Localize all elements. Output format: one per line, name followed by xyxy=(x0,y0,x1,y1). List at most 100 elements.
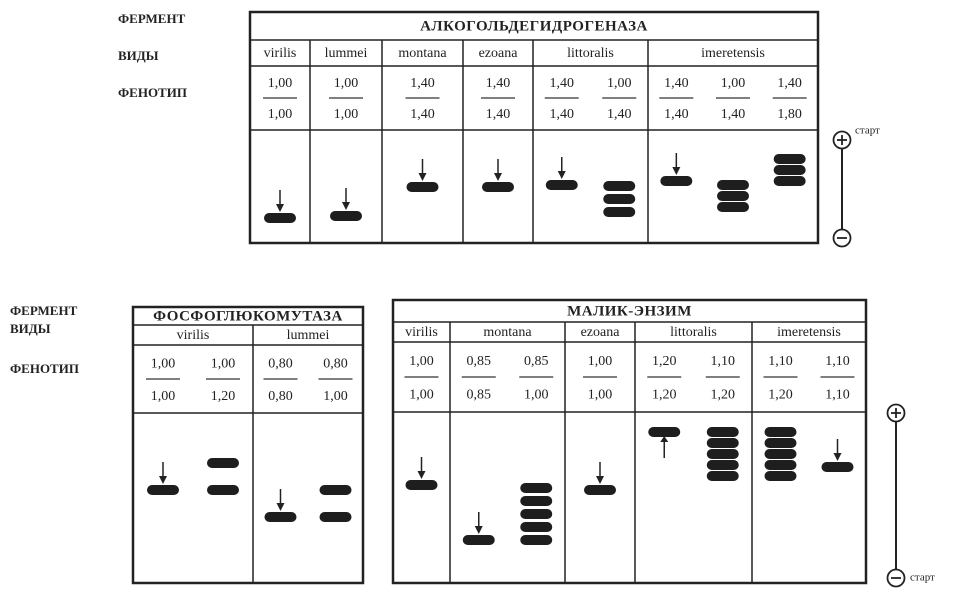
arrow-head xyxy=(342,202,350,210)
phenotype-bottom: 1,40 xyxy=(410,107,435,122)
band xyxy=(207,485,239,495)
start-label: старт xyxy=(855,125,880,137)
phenotype-top: 1,00 xyxy=(268,76,293,91)
species-name: montana xyxy=(398,46,447,61)
row-label: ФЕНОТИП xyxy=(118,85,187,100)
species-name: imeretensis xyxy=(701,46,765,61)
arrow-head xyxy=(475,526,483,534)
phenotype-bottom: 1,00 xyxy=(409,387,434,402)
band xyxy=(603,181,635,191)
species-name: virilis xyxy=(177,328,210,343)
phenotype-top: 1,40 xyxy=(777,76,802,91)
row-label: ФЕРМЕНТ xyxy=(118,11,186,26)
phenotype-top: 1,40 xyxy=(550,76,575,91)
band xyxy=(765,427,797,437)
band xyxy=(482,182,514,192)
panel-frame xyxy=(133,307,363,583)
phenotype-bottom: 1,40 xyxy=(607,107,632,122)
phenotype-top: 1,40 xyxy=(664,76,689,91)
phenotype-bottom: 1,20 xyxy=(768,387,793,402)
phenotype-bottom: 1,00 xyxy=(588,387,613,402)
species-name: littoralis xyxy=(670,325,717,340)
row-label: ФЕНОТИП xyxy=(10,361,79,376)
phenotype-top: 1,00 xyxy=(409,354,434,369)
phenotype-top: 1,00 xyxy=(607,76,632,91)
arrow-head xyxy=(672,167,680,175)
phenotype-top: 1,00 xyxy=(151,356,176,371)
band xyxy=(765,438,797,448)
arrow-head xyxy=(277,503,285,511)
enzyme-title: АЛКОГОЛЬДЕГИДРОГЕНАЗА xyxy=(420,18,648,34)
phenotype-bottom: 1,80 xyxy=(777,107,802,122)
phenotype-top: 0,80 xyxy=(268,356,293,371)
row-label: ВИДЫ xyxy=(118,48,159,63)
arrow-head xyxy=(159,476,167,484)
phenotype-bottom: 1,40 xyxy=(486,107,511,122)
species-name: imeretensis xyxy=(777,325,841,340)
band xyxy=(584,485,616,495)
band xyxy=(546,180,578,190)
band xyxy=(407,182,439,192)
phenotype-bottom: 1,40 xyxy=(664,107,689,122)
band xyxy=(264,213,296,223)
species-name: lummei xyxy=(325,46,368,61)
band xyxy=(707,449,739,459)
phenotype-top: 0,85 xyxy=(467,354,492,369)
arrow-head xyxy=(834,453,842,461)
band xyxy=(520,509,552,519)
arrow-head xyxy=(596,476,604,484)
arrow-head xyxy=(418,471,426,479)
arrow-head xyxy=(558,171,566,179)
band xyxy=(648,427,680,437)
band xyxy=(147,485,179,495)
band xyxy=(603,194,635,204)
band xyxy=(707,460,739,470)
phenotype-top: 1,10 xyxy=(768,354,793,369)
band xyxy=(707,427,739,437)
phenotype-bottom: 1,20 xyxy=(652,387,677,402)
phenotype-top: 1,40 xyxy=(486,76,511,91)
phenotype-bottom: 1,40 xyxy=(550,107,575,122)
band xyxy=(320,485,352,495)
phenotype-top: 1,00 xyxy=(211,356,236,371)
band xyxy=(520,496,552,506)
band xyxy=(774,176,806,186)
species-name: ezoana xyxy=(581,325,621,340)
band xyxy=(774,165,806,175)
phenotype-bottom: 1,20 xyxy=(211,389,236,404)
arrow-head xyxy=(494,173,502,181)
band xyxy=(603,207,635,217)
band xyxy=(265,512,297,522)
phenotype-top: 1,00 xyxy=(721,76,746,91)
species-name: littoralis xyxy=(567,46,614,61)
phenotype-bottom: 1,00 xyxy=(323,389,348,404)
phenotype-bottom: 1,00 xyxy=(334,107,359,122)
phenotype-bottom: 1,40 xyxy=(721,107,746,122)
phenotype-bottom: 0,85 xyxy=(467,387,492,402)
band xyxy=(707,471,739,481)
band xyxy=(717,191,749,201)
phenotype-top: 1,40 xyxy=(410,76,435,91)
phenotype-top: 1,10 xyxy=(711,354,736,369)
phenotype-bottom: 1,20 xyxy=(711,387,736,402)
band xyxy=(320,512,352,522)
start-label: старт xyxy=(910,572,935,584)
arrow-head xyxy=(276,204,284,212)
phenotype-top: 1,20 xyxy=(652,354,677,369)
band xyxy=(822,462,854,472)
band xyxy=(765,449,797,459)
band xyxy=(765,471,797,481)
phenotype-top: 1,00 xyxy=(334,76,359,91)
phenotype-bottom: 0,80 xyxy=(268,389,293,404)
phenotype-top: 1,10 xyxy=(825,354,850,369)
band xyxy=(520,522,552,532)
species-name: montana xyxy=(483,325,532,340)
row-label: ВИДЫ xyxy=(10,321,51,336)
band xyxy=(717,180,749,190)
band xyxy=(707,438,739,448)
band xyxy=(765,460,797,470)
species-name: lummei xyxy=(287,328,330,343)
phenotype-bottom: 1,00 xyxy=(524,387,549,402)
band xyxy=(207,458,239,468)
diagram: АЛКОГОЛЬДЕГИДРОГЕНАЗА ФЕРМЕНТ ВИДЫ ФЕНОТИП v… xyxy=(0,0,958,590)
